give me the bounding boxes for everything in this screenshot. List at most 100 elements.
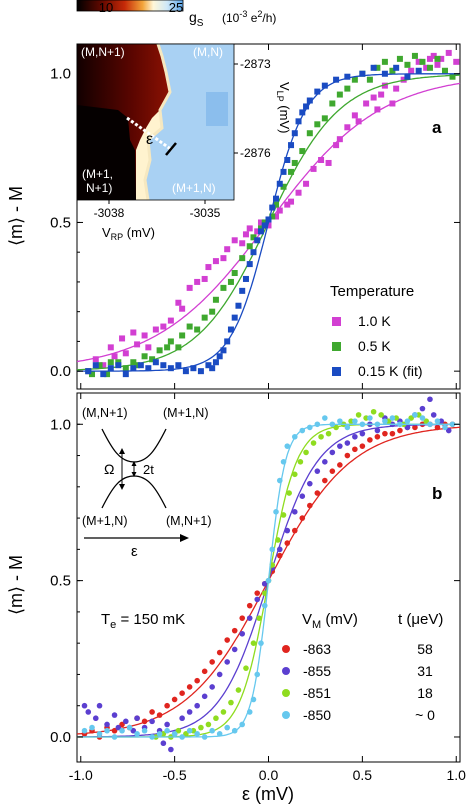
- data-point: [156, 712, 163, 718]
- data-point: [152, 359, 159, 366]
- panel-b-y-axis-label: ⟨m⟩ - M: [6, 555, 26, 615]
- data-point: [96, 731, 103, 737]
- data-point: [254, 590, 261, 596]
- data-point: [351, 112, 358, 119]
- data-point: [355, 118, 362, 125]
- legend-a-swatch: [332, 317, 341, 326]
- data-point: [246, 709, 253, 715]
- legend-b-swatch: [282, 689, 290, 697]
- data-point: [261, 222, 268, 229]
- data-point: [107, 365, 114, 372]
- panel-a-inset: 10 25 gS (10-3 e2/h) ε (M,N+1) (M,N) (M+…: [76, 0, 292, 242]
- data-point: [198, 724, 204, 731]
- data-point: [111, 734, 118, 740]
- data-point: [257, 228, 264, 235]
- data-point: [291, 471, 298, 478]
- legend-b-t: 31: [417, 663, 433, 679]
- heatmap: ε (M,N+1) (M,N) (M+1, N+1) (M+1,N): [76, 43, 235, 201]
- data-point: [254, 596, 261, 603]
- data-point: [130, 359, 137, 366]
- data-point: [352, 433, 358, 440]
- diagram-epsilon-arrowhead: [180, 534, 189, 542]
- diagram-lower-branch: [101, 475, 167, 509]
- data-point: [201, 314, 208, 321]
- data-point: [423, 418, 430, 424]
- diagram-gap-label: 2t: [143, 462, 154, 477]
- inset-y-tick-label: -2876: [240, 146, 271, 160]
- data-point: [393, 64, 400, 71]
- data-point: [276, 207, 283, 214]
- data-point: [288, 198, 295, 205]
- data-point: [134, 731, 140, 737]
- data-point: [261, 602, 268, 609]
- data-point: [104, 721, 110, 728]
- data-point: [404, 61, 411, 68]
- diagram-label-bottom-left: (M+1,N): [82, 514, 128, 528]
- data-point: [280, 458, 287, 465]
- data-point: [119, 721, 125, 728]
- data-point: [216, 731, 223, 737]
- data-point: [119, 727, 125, 734]
- data-point: [329, 100, 336, 107]
- data-point: [378, 91, 385, 98]
- data-point: [246, 602, 253, 609]
- data-point: [256, 615, 262, 621]
- data-point: [239, 255, 246, 262]
- data-point: [389, 100, 396, 107]
- data-point: [276, 552, 283, 559]
- data-point: [351, 76, 358, 83]
- data-point: [359, 430, 366, 437]
- data-point: [389, 67, 396, 74]
- data-point: [115, 724, 122, 731]
- data-point: [441, 67, 448, 74]
- legend-a-swatch: [332, 367, 341, 376]
- data-point: [306, 130, 313, 137]
- data-point: [250, 640, 257, 646]
- data-point: [445, 427, 452, 434]
- data-point: [321, 115, 328, 122]
- data-point: [152, 326, 159, 333]
- diagram-label-top-right: (M+1,N): [163, 406, 209, 420]
- series-3: [77, 412, 460, 740]
- data-point: [145, 344, 152, 351]
- heatmap-blue-region: [145, 44, 234, 200]
- data-point: [374, 421, 381, 428]
- data-point: [171, 696, 178, 703]
- data-point: [246, 261, 253, 268]
- data-point: [275, 537, 281, 543]
- data-point: [284, 527, 291, 534]
- data-point: [382, 430, 388, 437]
- data-point: [194, 731, 200, 737]
- data-point: [239, 240, 246, 247]
- data-point: [438, 55, 445, 62]
- data-point: [299, 109, 306, 116]
- data-point: [325, 430, 332, 437]
- table-header-t: t (μeV): [398, 611, 443, 628]
- data-point: [186, 323, 193, 330]
- panel-a-y-ticks: 0.0 0.5 1.0: [50, 44, 460, 389]
- data-point: [81, 702, 88, 709]
- data-point: [186, 709, 193, 715]
- data-point: [344, 124, 351, 131]
- data-point: [231, 646, 238, 653]
- data-point: [209, 659, 215, 665]
- data-point: [314, 121, 321, 128]
- data-point: [426, 64, 433, 71]
- data-point: [280, 183, 287, 190]
- data-point: [280, 512, 287, 518]
- data-point: [291, 130, 298, 137]
- data-point: [359, 70, 366, 77]
- data-point: [134, 362, 141, 369]
- data-point: [344, 452, 351, 459]
- data-point: [92, 362, 99, 369]
- data-point: [212, 258, 219, 265]
- data-point: [382, 418, 388, 424]
- diagram-epsilon-label: ε: [131, 543, 138, 560]
- data-point: [269, 213, 276, 220]
- data-point: [427, 421, 433, 428]
- data-point: [231, 727, 238, 734]
- data-point: [164, 344, 171, 351]
- heatmap-blue-patch: [206, 92, 228, 126]
- data-point: [284, 443, 291, 449]
- panel-b: 0.0 0.5 1.0 -1.0 -0.5 0.0 0.5 1.0 b ⟨m⟩ - M ε …: [6, 392, 466, 804]
